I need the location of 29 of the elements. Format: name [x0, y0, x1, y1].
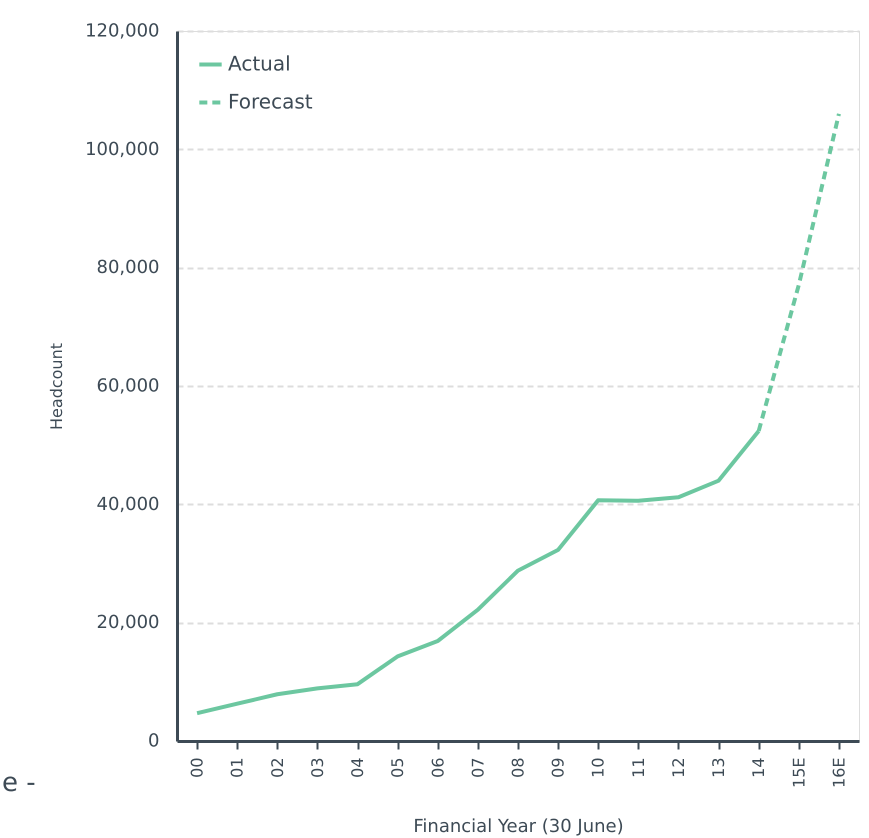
y-tick-label: 100,000: [85, 138, 160, 160]
y-tick-label: 120,000: [85, 20, 160, 42]
x-tick-label: 12: [668, 758, 688, 778]
y-axis-title: Headcount: [47, 343, 66, 430]
x-tick-label: 13: [709, 758, 728, 778]
x-tick-label: 04: [348, 758, 368, 778]
x-tick-label: 06: [428, 758, 448, 778]
x-tick-label: 11: [628, 758, 648, 778]
x-tick-label: 00: [188, 758, 207, 778]
legend-label: Forecast: [228, 90, 313, 114]
x-tick-label: 03: [308, 758, 327, 778]
y-tick-label: 0: [148, 730, 160, 752]
x-axis-title: Financial Year (30 June): [413, 816, 624, 837]
x-tick-label: 15E: [789, 758, 808, 788]
x-tick-label: 05: [388, 758, 408, 778]
x-tick-label: 02: [268, 758, 287, 778]
x-tick-label: 01: [228, 758, 247, 778]
text: e -: [2, 768, 36, 798]
x-tick-label: 07: [468, 758, 488, 778]
y-tick-label: 60,000: [96, 376, 160, 396]
y-tick-label: 40,000: [96, 494, 160, 515]
x-tick-label: 08: [508, 758, 528, 778]
x-tick-label: 16E: [829, 758, 848, 788]
y-tick-label: 20,000: [96, 612, 160, 634]
y-tick-label: 80,000: [96, 257, 160, 278]
x-tick-label: 10: [588, 758, 608, 778]
x-tick-label: 09: [548, 758, 568, 778]
legend-label: Actual: [228, 52, 291, 76]
x-tick-label: 14: [749, 758, 768, 778]
